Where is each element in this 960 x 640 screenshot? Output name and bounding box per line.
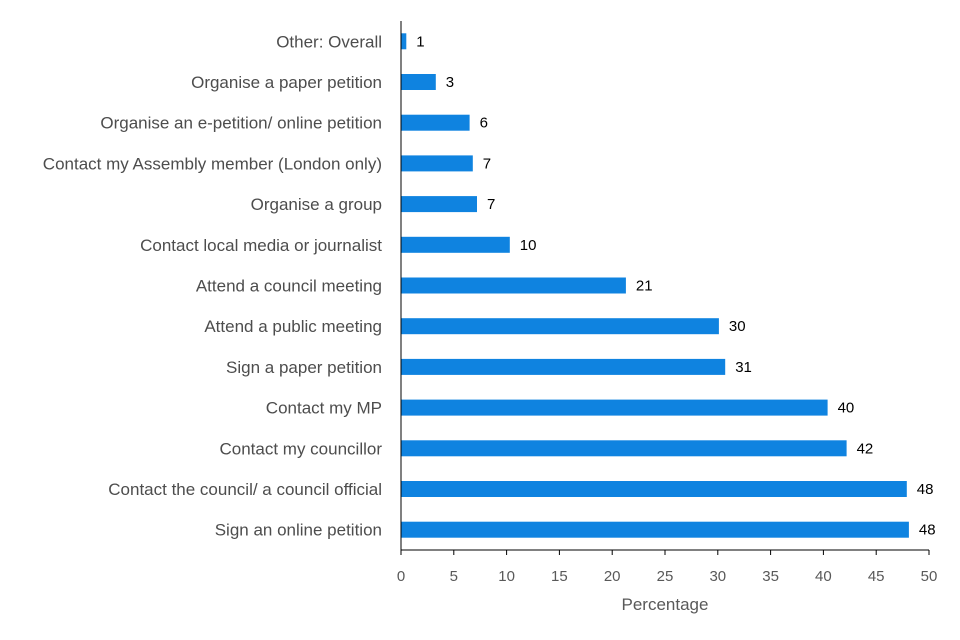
x-tick-label: 25	[657, 568, 674, 585]
x-axis-title: Percentage	[622, 595, 709, 614]
x-tick-label: 40	[815, 568, 832, 585]
bar-11	[401, 481, 907, 497]
bar-4	[401, 196, 477, 213]
data-label: 40	[838, 400, 855, 417]
category-label: Contact my councillor	[219, 439, 382, 458]
data-label: 42	[857, 440, 874, 457]
bar-0	[401, 33, 407, 50]
bar-6	[401, 277, 626, 294]
bar-10	[401, 440, 847, 457]
data-label: 7	[483, 155, 491, 172]
data-label: 21	[636, 278, 653, 295]
bar-2	[401, 114, 470, 131]
x-tick-label: 5	[450, 568, 458, 585]
x-tick-label: 10	[498, 568, 515, 585]
data-label: 48	[917, 481, 934, 498]
category-label: Contact the council/ a council official	[108, 480, 382, 499]
category-label: Organise an e-petition/ online petition	[100, 114, 382, 133]
category-label: Attend a public meeting	[204, 317, 382, 336]
category-label: Organise a group	[251, 195, 382, 214]
data-label: 7	[487, 196, 495, 213]
category-label: Sign an online petition	[215, 521, 382, 540]
data-label: 31	[735, 359, 752, 376]
bar-12	[401, 521, 909, 538]
x-tick-label: 0	[397, 568, 405, 585]
bar-3	[401, 155, 473, 172]
x-tick-label: 50	[921, 568, 938, 585]
category-label: Contact local media or journalist	[140, 236, 382, 255]
x-tick-label: 30	[709, 568, 726, 585]
data-label: 30	[729, 318, 746, 335]
data-label: 3	[446, 74, 454, 91]
data-label: 1	[416, 33, 424, 50]
bar-7	[401, 318, 719, 335]
labels-layer: Other: Overall 1 Organise a paper petition…	[43, 32, 938, 585]
x-tick-label: 15	[551, 568, 568, 585]
category-label: Other: Overall	[276, 32, 382, 51]
category-label: Organise a paper petition	[191, 73, 382, 92]
data-label: 6	[480, 115, 488, 132]
data-label: 10	[520, 237, 537, 254]
category-label: Sign a paper petition	[226, 358, 382, 377]
category-label: Attend a council meeting	[196, 277, 382, 296]
x-tick-label: 20	[604, 568, 621, 585]
x-tick-label: 35	[762, 568, 779, 585]
x-tick-label: 45	[868, 568, 885, 585]
bar-8	[401, 358, 726, 375]
data-label: 48	[919, 522, 936, 539]
bar-1	[401, 74, 436, 90]
bar-5	[401, 236, 510, 253]
category-label: Contact my MP	[266, 399, 382, 418]
category-label: Contact my Assembly member (London only)	[43, 154, 382, 173]
bar-9	[401, 399, 828, 416]
bars-layer	[401, 33, 909, 538]
